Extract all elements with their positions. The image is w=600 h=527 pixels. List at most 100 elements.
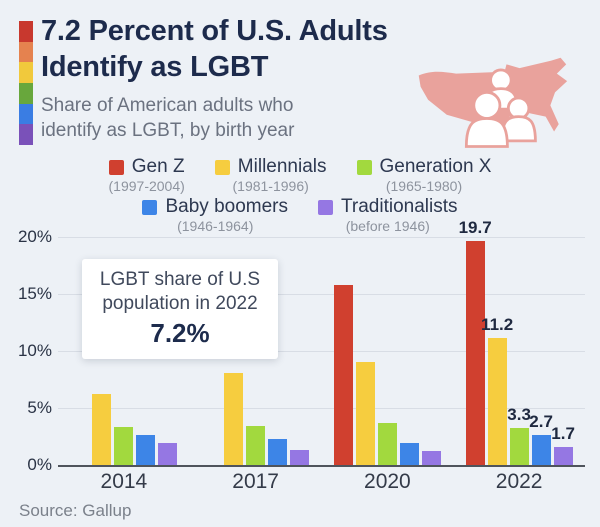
bar-slot — [246, 234, 266, 466]
pride-stripe-segment-5 — [19, 124, 33, 146]
bar-group-2017 — [190, 234, 322, 466]
pride-stripe-segment-0 — [19, 21, 33, 42]
legend-label: Gen Z — [131, 156, 185, 177]
bar-millennials-2020 — [355, 362, 375, 466]
bar-slot: 11.2 — [481, 234, 513, 466]
x-category-label-2020: 2020 — [364, 470, 411, 493]
annotation-box: LGBT share of U.S population in 2022 7.2… — [82, 259, 278, 359]
y-tick-label-15: 15% — [17, 284, 52, 303]
bar-group-2020 — [322, 234, 454, 466]
source-credit: Source: Gallup — [19, 501, 132, 520]
y-tick-label-5: 5% — [27, 398, 52, 417]
person-icon-front — [464, 90, 509, 148]
legend-label: Millennials — [237, 156, 327, 177]
bar-millennials-2022 — [487, 338, 507, 466]
bar-traditionalists-2022 — [553, 447, 573, 466]
bar-traditionalists-2014 — [158, 443, 178, 466]
legend-item-traditionalists: Traditionalists (before 1946) — [318, 196, 458, 234]
legend-period: (before 1946) — [345, 218, 430, 234]
bar-traditionalists-2020 — [421, 451, 441, 466]
legend-label: Generation X — [379, 156, 492, 177]
bar-gen-z-2022 — [465, 241, 485, 466]
pride-stripe-segment-4 — [19, 103, 33, 125]
legend-swatch-icon — [142, 199, 158, 215]
legend-item-head: Traditionalists — [318, 196, 458, 218]
bar-gen-z-2020 — [333, 285, 353, 466]
bar-baby-boomers-2017 — [268, 439, 288, 466]
bar-slot — [268, 234, 288, 466]
gridline-5pct — [58, 408, 585, 409]
bar-slot: 19.7 — [459, 218, 492, 466]
bar-generation-x-2022 — [509, 428, 529, 466]
pride-rainbow-stripe — [19, 21, 33, 146]
legend-item-baby-boomers: Baby boomers (1946-1964) — [142, 196, 288, 234]
bar-value-label: 11.2 — [481, 315, 514, 334]
bar-traditionalists-2017 — [290, 450, 310, 466]
legend-row-2: Baby boomers (1946-1964) Traditionalists (b… — [142, 196, 458, 234]
pride-stripe-segment-1 — [19, 41, 33, 63]
x-axis: 2014 2017 2020 2022 — [58, 470, 585, 494]
legend-item-head: Millennials — [214, 156, 327, 178]
x-category-label-2014: 2014 — [100, 470, 148, 493]
x-category-label-2022: 2022 — [495, 470, 543, 493]
x-axis-baseline — [58, 465, 585, 467]
bar-slot — [158, 234, 178, 466]
bar-slot — [136, 234, 156, 466]
bar-slot — [399, 234, 419, 466]
legend-item-head: Gen Z — [108, 156, 185, 178]
legend-item-head: Baby boomers — [142, 196, 288, 218]
bar-slot: 3.3 — [507, 234, 531, 466]
pride-stripe-segment-2 — [19, 62, 33, 84]
legend-row-1: Gen Z (1997-2004) Millennials (1981-1996) Ge… — [109, 156, 492, 194]
bar-slot — [421, 234, 441, 466]
bar-slot — [333, 234, 353, 466]
bar-group-2014 — [58, 234, 190, 466]
bar-baby-boomers-2014 — [136, 435, 156, 466]
gridline-15pct — [58, 294, 585, 295]
bar-slot — [224, 234, 244, 466]
bar-value-label: 19.7 — [458, 218, 492, 237]
annotation-text: LGBT share of U.S population in 2022 — [99, 269, 261, 315]
bar-slot: 2.7 — [529, 234, 553, 466]
us-map-people-icon — [418, 57, 568, 148]
legend-label: Traditionalists — [341, 196, 458, 217]
bar-slot — [290, 234, 310, 466]
bar-slot — [377, 234, 397, 466]
bar-millennials-2014 — [92, 394, 112, 466]
legend-swatch-icon — [214, 159, 230, 175]
bar-slot — [92, 234, 112, 466]
gridline-10pct — [58, 351, 585, 352]
bar-slot — [355, 234, 375, 466]
legend-period: (1997-2004) — [108, 178, 185, 194]
legend-swatch-icon — [318, 199, 333, 215]
legend-item-generation-x: Generation X (1965-1980) — [356, 156, 492, 194]
legend-swatch-icon — [108, 159, 124, 175]
annotation-value: 7.2% — [150, 317, 210, 348]
y-tick-label-10: 10% — [17, 341, 52, 360]
bar-generation-x-2014 — [114, 427, 134, 466]
chart-legend: Gen Z (1997-2004) Millennials (1981-1996) Ge… — [0, 156, 600, 234]
page-title: 7.2 Percent of U.S. Adults Identify as L… — [41, 15, 388, 83]
plot-area: 19.7 11.2 3.3 2.7 1.7 — [58, 218, 585, 467]
bar-baby-boomers-2020 — [399, 443, 419, 466]
legend-item-millennials: Millennials (1981-1996) — [214, 156, 327, 194]
bar-slot — [114, 234, 134, 466]
bar-value-label: 3.3 — [507, 405, 531, 424]
legend-period: (1965-1980) — [385, 178, 463, 194]
bar-millennials-2017 — [224, 373, 244, 466]
legend-swatch-icon — [356, 159, 372, 175]
y-tick-label-20: 20% — [17, 227, 52, 246]
y-tick-label-0: 0% — [27, 455, 52, 474]
bar-baby-boomers-2022 — [531, 435, 551, 466]
bar-value-label: 1.7 — [551, 424, 575, 443]
legend-item-head: Generation X — [356, 156, 492, 178]
legend-item-gen-z: Gen Z (1997-2004) — [109, 156, 185, 194]
bar-value-label: 2.7 — [529, 412, 553, 431]
person-icon-right — [500, 96, 537, 143]
bar-slot: 1.7 — [551, 234, 575, 466]
bar-group-2022: 19.7 11.2 3.3 2.7 1.7 — [453, 218, 585, 466]
y-axis: 0% 5% 10% 15% 20% — [0, 227, 52, 474]
bar-generation-x-2017 — [246, 426, 266, 466]
bar-generation-x-2020 — [377, 423, 397, 466]
